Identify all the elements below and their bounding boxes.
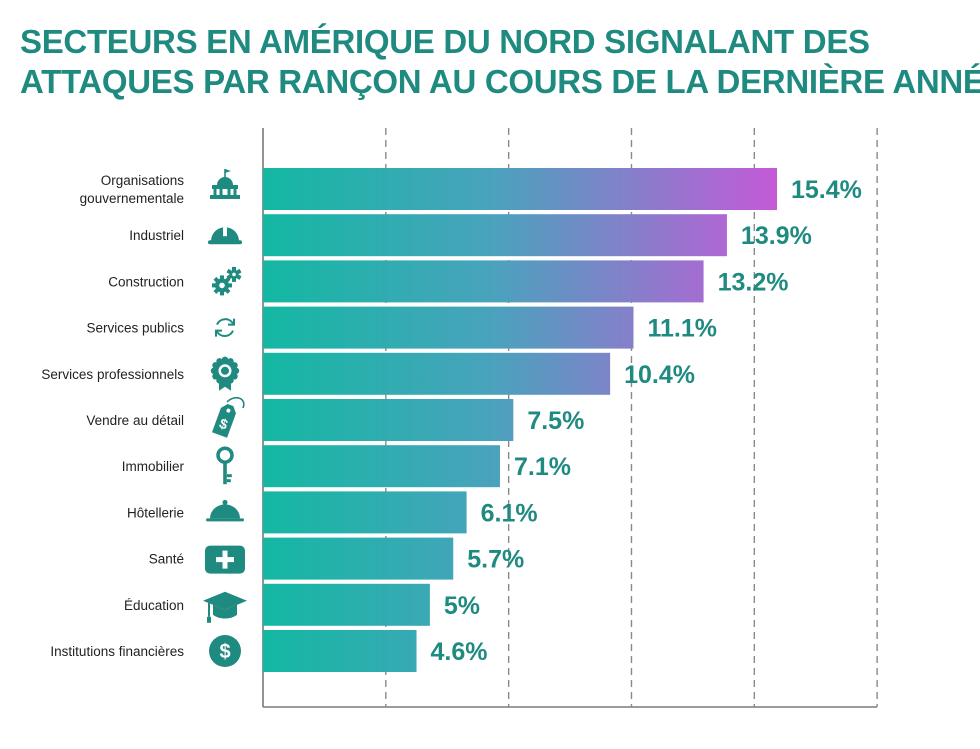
chart-title: SECTEURS EN AMÉRIQUE DU NORD SIGNALANT D… <box>20 22 980 102</box>
hard-hat-icon <box>208 226 242 245</box>
value-label-8: 6.1% <box>481 499 538 527</box>
graduation-cap-icon <box>203 591 247 623</box>
key-icon <box>216 446 234 485</box>
bar-3 <box>263 260 704 303</box>
bar-1 <box>263 168 777 210</box>
award-badge-icon <box>210 356 240 391</box>
chart-title-line-1: SECTEURS EN AMÉRIQUE DU NORD SIGNALANT D… <box>20 23 870 60</box>
value-label-9: 5.7% <box>467 546 524 574</box>
value-label-6: 7.5% <box>527 407 584 435</box>
category-label-6: Vendre au détail <box>86 413 184 428</box>
category-icons: $$ <box>203 169 247 667</box>
value-label-7: 7.1% <box>514 453 571 481</box>
category-label-3: Construction <box>108 274 184 289</box>
chart-title-line-2: ATTAQUES PAR RANÇON AU COURS DE LA DERNI… <box>20 63 980 100</box>
bar-6 <box>263 399 514 441</box>
value-label-11: 4.6% <box>431 638 488 666</box>
gears-icon <box>212 266 242 296</box>
category-label-4: Services publics <box>86 321 184 336</box>
category-label-5: Services professionnels <box>41 367 184 382</box>
category-label-2: Industriel <box>129 228 184 243</box>
bar-5 <box>263 352 611 395</box>
cloche-icon <box>206 499 244 522</box>
refresh-icon <box>215 318 235 337</box>
bar-11 <box>263 630 417 672</box>
medical-kit-icon <box>205 545 245 574</box>
category-label-7: Immobilier <box>122 459 185 474</box>
category-label-10: Éducation <box>124 598 184 613</box>
value-label-4: 11.1% <box>647 315 717 343</box>
building-icon <box>210 169 240 199</box>
bar-7 <box>263 445 500 488</box>
bar-10 <box>263 583 430 626</box>
value-label-3: 13.2% <box>718 268 789 296</box>
bar-2 <box>263 214 727 257</box>
value-label-2: 13.9% <box>741 222 812 250</box>
category-label-1: Organisations gouvernementale <box>80 173 185 206</box>
labels: 15.4% Organisations gouvernementale 13.9% In… <box>41 173 861 666</box>
value-label-1: 15.4% <box>791 176 862 204</box>
dollar-coin-icon: $ <box>209 635 241 667</box>
category-label-11: Institutions financières <box>50 644 184 659</box>
svg-text:$: $ <box>219 641 230 663</box>
category-label-8: Hôtellerie <box>127 505 184 520</box>
category-label-9: Santé <box>149 552 184 567</box>
value-label-5: 10.4% <box>624 361 695 389</box>
value-label-10: 5% <box>444 592 480 620</box>
bar-4 <box>263 306 634 349</box>
bar-9 <box>263 537 454 580</box>
bar-8 <box>263 491 467 534</box>
price-tag-icon: $ <box>212 396 245 438</box>
bars <box>263 168 777 672</box>
